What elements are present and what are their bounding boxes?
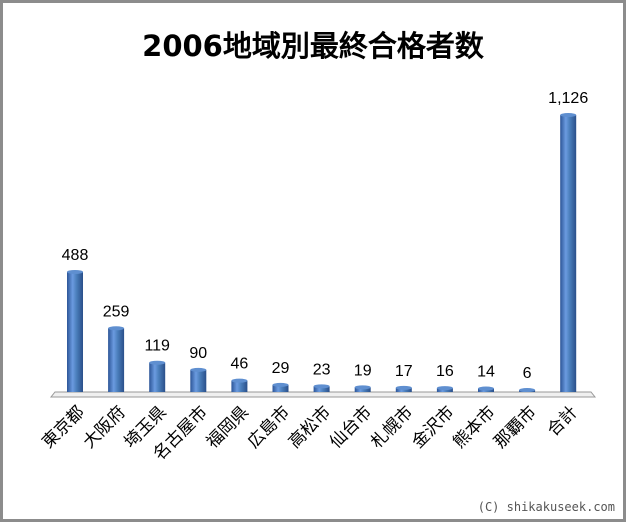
chart-title: 2006地域別最終合格者数 [142,29,485,63]
x-tick-label: 広島市 [244,402,294,452]
data-label: 1,126 [548,90,588,107]
bar-8 [395,387,412,392]
data-label: 23 [313,361,331,378]
watermark: (C) shikakuseek.com [478,500,615,514]
bar-cap-2 [149,360,166,365]
data-label: 6 [523,365,532,382]
data-label: 90 [189,345,207,362]
x-tick-label: 福岡県 [203,402,253,452]
bar-cap-0 [67,269,83,274]
x-tick-label: 那覇市 [490,402,540,452]
data-label: 14 [477,364,495,381]
bar-cap-8 [395,385,412,390]
bar-3 [190,369,207,392]
bar-12 [560,115,577,392]
data-label: 29 [272,360,290,377]
bar-7 [354,387,371,392]
bar-cap-1 [108,326,125,331]
x-tick-label: 熊本市 [449,402,499,452]
bar-cap-12 [560,113,577,117]
bar-cap-7 [354,385,371,390]
plot-floor [49,391,597,398]
bar-chart: 2006地域別最終合格者数 488東京都259大阪府119埼玉県90名古屋市46… [38,29,615,514]
x-tick-label: 金沢市 [408,402,458,452]
bar-0 [67,271,83,392]
bar-6 [313,386,330,392]
bar-cap-10 [478,386,494,391]
data-label: 259 [103,303,130,320]
data-label: 119 [144,338,170,355]
bar-cap-6 [313,384,330,389]
bar-cap-5 [272,382,289,387]
data-label: 17 [395,363,413,380]
x-tick-label: 合計 [544,402,582,440]
bar-2 [149,362,166,392]
x-tick-label: 東京都 [38,402,88,452]
x-tick-label: 高松市 [285,402,335,452]
bar-4 [231,380,248,392]
data-label: 16 [436,363,454,380]
bar-1 [108,328,125,392]
x-tick-label: 札幌市 [367,402,417,452]
bar-cap-4 [231,378,248,383]
bar-cap-11 [519,388,536,392]
data-label: 46 [231,356,249,373]
x-tick-label: 仙台市 [326,402,376,452]
bar-cap-3 [190,367,207,372]
bar-cap-9 [436,386,453,391]
data-label: 488 [62,247,89,264]
bar-5 [272,384,289,392]
data-label: 19 [354,362,372,379]
x-tick-label: 大阪府 [79,402,129,452]
